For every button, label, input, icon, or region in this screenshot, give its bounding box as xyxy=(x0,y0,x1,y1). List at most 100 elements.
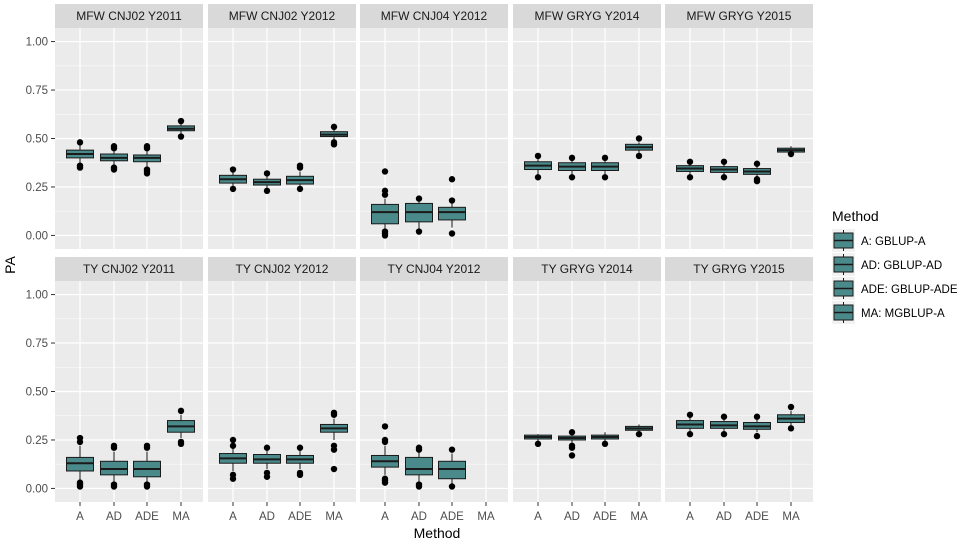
outlier-point xyxy=(415,444,423,451)
legend-entry-label: ADE: GBLUP-ADE xyxy=(861,284,958,296)
outlier-point xyxy=(330,442,338,449)
outlier-point xyxy=(448,176,456,183)
outlier-point xyxy=(177,407,185,415)
outlier-point xyxy=(568,442,576,449)
y-tick-label: 0.00 xyxy=(26,483,48,495)
facet-title: MFW CNJ04 Y2012 xyxy=(381,9,488,23)
outlier-point xyxy=(601,154,609,162)
x-tick-label: MA xyxy=(477,511,495,523)
x-tick-label: AD xyxy=(259,511,275,523)
y-tick-label: 0.25 xyxy=(26,435,48,447)
facet-strip xyxy=(513,4,661,28)
y-tick-label: 0.75 xyxy=(26,338,48,350)
box-A xyxy=(371,203,399,225)
outlier-point xyxy=(229,471,237,479)
outlier-point xyxy=(381,187,389,195)
x-tick-label: AD xyxy=(106,511,122,523)
outlier-point xyxy=(296,185,304,193)
outlier-point xyxy=(263,444,271,451)
y-tick-label: 1.00 xyxy=(26,37,48,49)
legend-title: Method xyxy=(832,208,879,224)
outlier-point xyxy=(110,481,118,488)
x-tick-label: AD xyxy=(564,511,580,523)
x-tick-label: A xyxy=(534,511,542,523)
outlier-point xyxy=(787,403,795,411)
outlier-point xyxy=(229,436,237,444)
facet-title: TY GRYG Y2014 xyxy=(541,262,633,276)
y-tick-label: 0.50 xyxy=(26,134,48,146)
x-tick-label: MA xyxy=(630,511,648,523)
outlier-point xyxy=(381,475,389,482)
facet-strip xyxy=(665,257,813,281)
x-tick-label: AD xyxy=(716,511,732,523)
x-tick-label: A xyxy=(76,511,84,523)
x-tick-label: MA xyxy=(782,511,800,523)
outlier-point xyxy=(635,152,643,160)
facet-title: MFW CNJ02 Y2012 xyxy=(229,9,336,23)
outlier-point xyxy=(568,429,576,436)
facet-title: TY CNJ02 Y2011 xyxy=(83,262,175,276)
outlier-point xyxy=(720,174,728,181)
x-tick-label: A xyxy=(381,511,389,523)
facet-strip xyxy=(360,257,508,281)
y-tick-label: 0.00 xyxy=(26,230,48,242)
outlier-point xyxy=(263,469,271,477)
outlier-point xyxy=(143,166,151,173)
outlier-point xyxy=(381,168,389,175)
outlier-point xyxy=(448,483,456,490)
legend-entry-label: AD: GBLUP-AD xyxy=(861,260,942,272)
outlier-point xyxy=(568,174,576,181)
outlier-point xyxy=(381,423,389,430)
outlier-point xyxy=(448,446,456,453)
outlier-point xyxy=(263,170,271,177)
x-tick-label: A xyxy=(686,511,694,523)
x-tick-label: ADE xyxy=(440,511,464,523)
outlier-point xyxy=(76,162,84,169)
outlier-point xyxy=(686,158,694,165)
facet-title: MFW GRYG Y2014 xyxy=(535,9,640,23)
outlier-point xyxy=(534,174,542,181)
outlier-point xyxy=(143,143,151,150)
outlier-point xyxy=(143,481,151,488)
outlier-point xyxy=(753,176,761,183)
outlier-point xyxy=(296,444,304,451)
outlier-point xyxy=(330,139,338,146)
outlier-point xyxy=(448,197,456,204)
outlier-point xyxy=(635,135,643,142)
outlier-point xyxy=(330,409,338,417)
facet-title: TY GRYG Y2015 xyxy=(693,262,785,276)
outlier-point xyxy=(76,139,84,146)
x-tick-label: AD xyxy=(411,511,427,523)
outlier-point xyxy=(296,162,304,169)
outlier-point xyxy=(415,481,423,488)
outlier-point xyxy=(686,174,694,181)
outlier-point xyxy=(177,438,185,446)
outlier-point xyxy=(229,442,237,449)
facet-title: MFW CNJ02 Y2011 xyxy=(76,9,182,23)
outlier-point xyxy=(110,143,118,150)
outlier-point xyxy=(177,133,185,140)
facet-strip xyxy=(55,4,203,28)
x-tick-label: ADE xyxy=(593,511,617,523)
facet-strip xyxy=(360,4,508,28)
x-tick-label: ADE xyxy=(288,511,312,523)
outlier-point xyxy=(753,413,761,420)
outlier-point xyxy=(720,158,728,165)
outlier-point xyxy=(296,469,304,477)
outlier-point xyxy=(534,152,542,160)
y-tick-label: 1.00 xyxy=(26,290,48,302)
facet-strip xyxy=(208,4,356,28)
legend-entry-label: A: GBLUP-A xyxy=(861,236,926,248)
outlier-point xyxy=(635,430,643,438)
outlier-point xyxy=(110,442,118,449)
outlier-point xyxy=(534,440,542,448)
outlier-point xyxy=(415,228,423,235)
outlier-point xyxy=(229,185,237,193)
outlier-point xyxy=(143,442,151,449)
legend-entry-label: MA: MGBLUP-A xyxy=(861,308,945,320)
outlier-point xyxy=(568,452,576,459)
outlier-point xyxy=(686,411,694,418)
outlier-point xyxy=(415,195,423,202)
outlier-point xyxy=(601,174,609,181)
